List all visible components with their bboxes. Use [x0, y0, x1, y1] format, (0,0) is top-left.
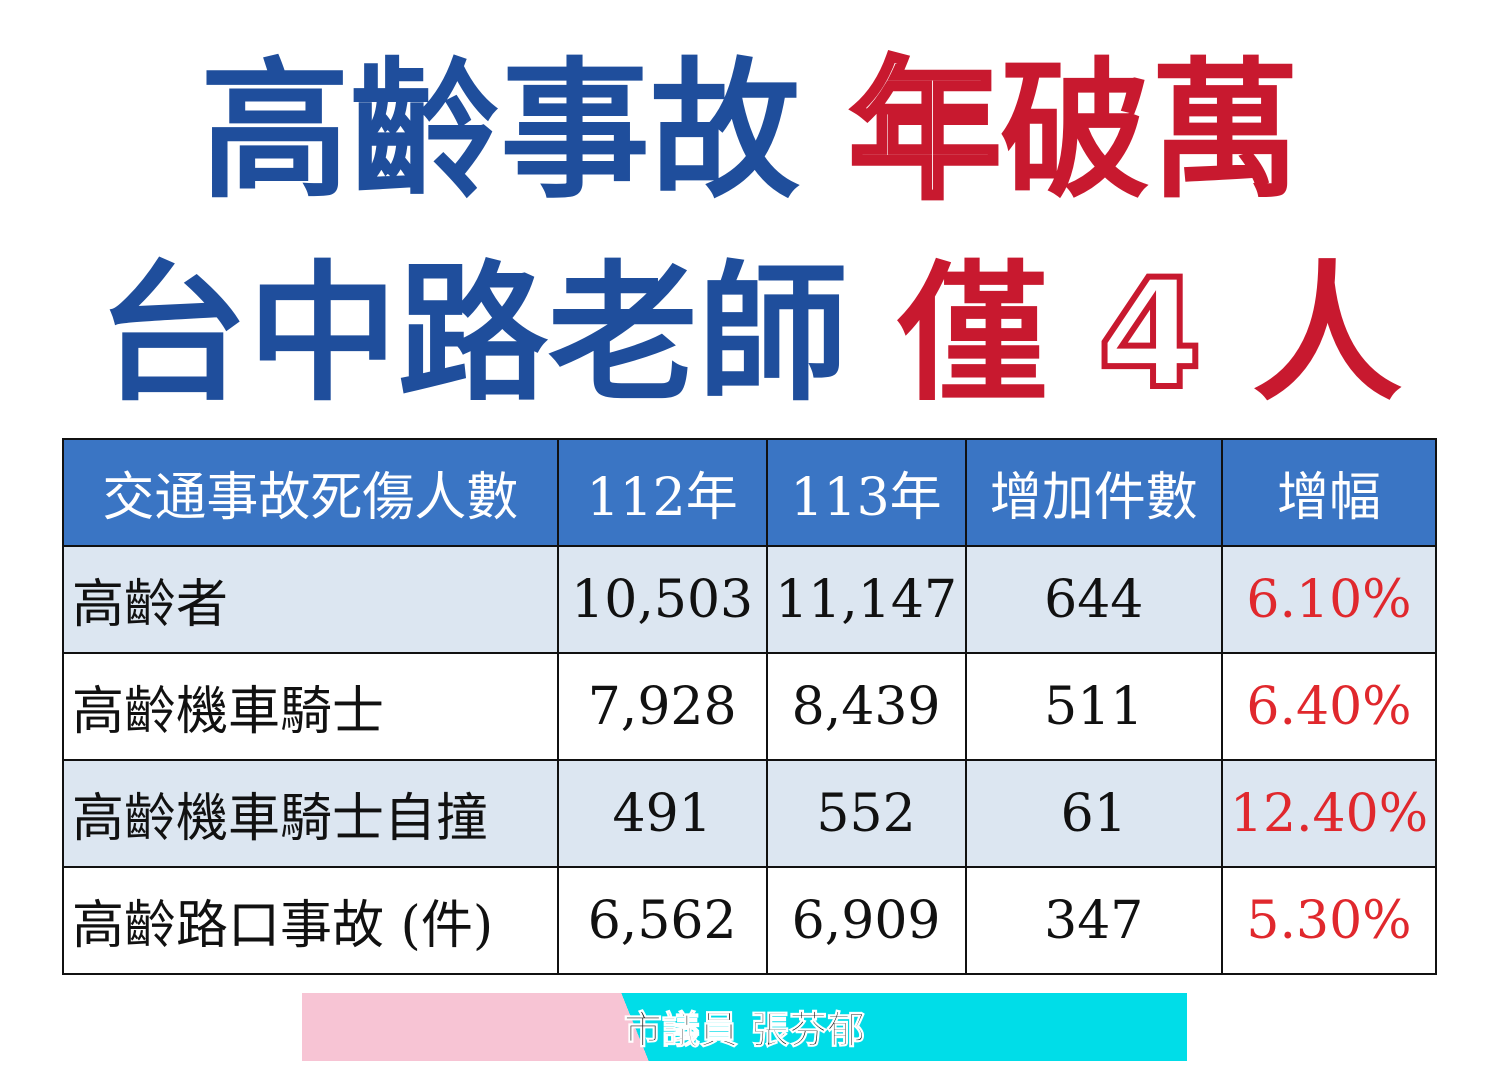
headline-part: 破萬: [1000, 45, 1301, 219]
headline-part: 人: [1252, 248, 1403, 422]
cell-increase: 644: [964, 545, 1224, 654]
headline-outlined-number: 4: [1095, 245, 1205, 425]
cell-increase: 511: [964, 652, 1224, 761]
column-header: 113年: [765, 438, 967, 547]
table-row: 高齡者 10,503 11,147 644 6.10%: [62, 545, 1437, 654]
headline-line-1: 高齡事故 年破萬: [0, 42, 1500, 222]
row-label: 高齡機車騎士自撞: [62, 759, 559, 868]
headline-part: 僅: [897, 248, 1048, 422]
headline-part: 台中路老師: [97, 248, 848, 422]
headline-outlined-char: 年: [847, 42, 1003, 222]
cell-113: 11,147: [765, 545, 967, 654]
cell-112: 6,562: [556, 866, 768, 975]
row-label: 高齡機車騎士: [62, 652, 559, 761]
table-row: 高齡路口事故 (件) 6,562 6,909 347 5.30%: [62, 866, 1437, 975]
credit-banner: 市議員 張芬郁: [302, 993, 1187, 1061]
cell-rate: 6.40%: [1221, 652, 1437, 761]
table-row: 高齡機車騎士自撞 491 552 61 12.40%: [62, 759, 1437, 868]
cell-112: 491: [556, 759, 768, 868]
table-header-row: 交通事故死傷人數 112年 113年 增加件數 增幅: [62, 438, 1437, 547]
table-row: 高齡機車騎士 7,928 8,439 511 6.40%: [62, 652, 1437, 761]
cell-112: 7,928: [556, 652, 768, 761]
row-label: 高齡者: [62, 545, 559, 654]
cell-113: 6,909: [765, 866, 967, 975]
cell-rate: 6.10%: [1221, 545, 1437, 654]
cell-increase: 61: [964, 759, 1224, 868]
column-header: 增加件數: [964, 438, 1224, 547]
headline-part: 高齡事故: [199, 45, 800, 219]
row-label: 高齡路口事故 (件): [62, 866, 559, 975]
cell-113: 552: [765, 759, 967, 868]
cell-112: 10,503: [556, 545, 768, 654]
column-header: 增幅: [1221, 438, 1437, 547]
accident-table: 交通事故死傷人數 112年 113年 增加件數 增幅 高齡者 10,503 11…: [62, 438, 1437, 975]
cell-increase: 347: [964, 866, 1224, 975]
cell-rate: 12.40%: [1221, 759, 1437, 868]
cell-113: 8,439: [765, 652, 967, 761]
column-header: 112年: [556, 438, 768, 547]
column-header: 交通事故死傷人數: [62, 438, 559, 547]
headline-line-2: 台中路老師僅 4 人: [0, 245, 1500, 425]
credit-text: 市議員 張芬郁: [623, 1008, 866, 1053]
cell-rate: 5.30%: [1221, 866, 1437, 975]
